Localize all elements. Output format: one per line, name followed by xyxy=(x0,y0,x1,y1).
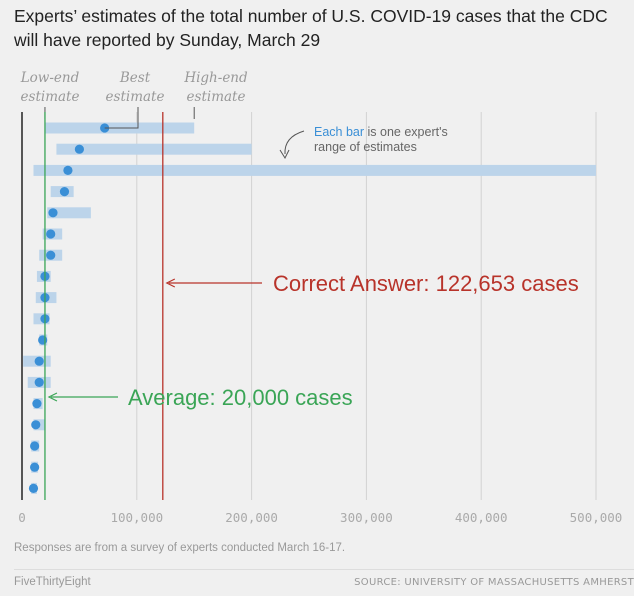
axis-layer: 0 100,000 200,000 300,000 400,000 500,000 xyxy=(18,112,622,525)
annotation-highlight: Each bar xyxy=(314,125,364,139)
best-estimate-dot xyxy=(28,483,39,493)
footnote: Responses are from a survey of experts c… xyxy=(14,542,346,554)
reference-lines-layer: Correct Answer: 122,653 cases Average: 20… xyxy=(44,112,579,500)
best-estimate-dot xyxy=(34,356,44,366)
legend-high-end-label: estimate xyxy=(187,89,246,105)
range-bar xyxy=(33,164,597,176)
legend-leader-best xyxy=(104,107,139,129)
best-estimate-dot xyxy=(34,377,44,387)
legend-high-end-label: High-end xyxy=(183,70,248,86)
best-estimate-dot xyxy=(74,144,84,154)
best-estimate-dot xyxy=(30,462,40,472)
correct-label: Correct Answer: 122,653 cases xyxy=(273,271,579,296)
bars-layer xyxy=(23,122,597,494)
best-estimate-dot xyxy=(32,399,42,409)
x-tick-label: 100,000 xyxy=(110,510,163,525)
correct-arrowhead xyxy=(165,278,176,288)
legend-best-label: estimate xyxy=(106,89,165,105)
x-tick-label: 200,000 xyxy=(225,510,278,525)
legend-layer: Low-end estimate Best estimate High-end estim… xyxy=(20,70,248,129)
annotation-arrow xyxy=(284,130,305,155)
footer-divider xyxy=(14,569,634,570)
annotation-arrowhead xyxy=(279,149,290,160)
x-tick-label: 400,000 xyxy=(455,510,508,525)
best-estimate-dot xyxy=(31,420,41,430)
brand-name: FiveThirtyEight xyxy=(14,576,91,588)
x-tick-label: 300,000 xyxy=(340,510,393,525)
best-estimate-dot xyxy=(46,250,56,260)
source-credit: SOURCE: UNIVERSITY OF MASSACHUSETTS AMHE… xyxy=(354,577,634,588)
legend-best-label: Best xyxy=(119,70,151,86)
best-estimate-dot xyxy=(46,229,56,239)
x-tick-label: 0 xyxy=(18,510,26,525)
chart-title: Experts’ estimates of the total number o… xyxy=(14,6,608,50)
range-bar xyxy=(56,143,252,155)
x-tick-label: 500,000 xyxy=(570,510,623,525)
annotation-line-2: range of estimates xyxy=(314,140,417,154)
average-label: Average: 20,000 cases xyxy=(128,385,353,410)
average-arrowhead xyxy=(47,392,58,402)
best-estimate-dot xyxy=(48,208,58,218)
range-bar xyxy=(47,207,91,219)
grid-layer xyxy=(136,112,597,500)
annotation-line-1: Each bar is one expert's xyxy=(314,125,448,139)
best-estimate-dot xyxy=(63,165,73,175)
legend-low-end-label: estimate xyxy=(21,89,80,105)
legend-low-end-label: Low-end xyxy=(20,70,80,86)
annotation-rest: is one expert's xyxy=(364,125,448,139)
best-estimate-dot xyxy=(59,187,70,197)
best-estimate-dot xyxy=(30,441,40,451)
best-estimate-dot xyxy=(38,335,48,345)
